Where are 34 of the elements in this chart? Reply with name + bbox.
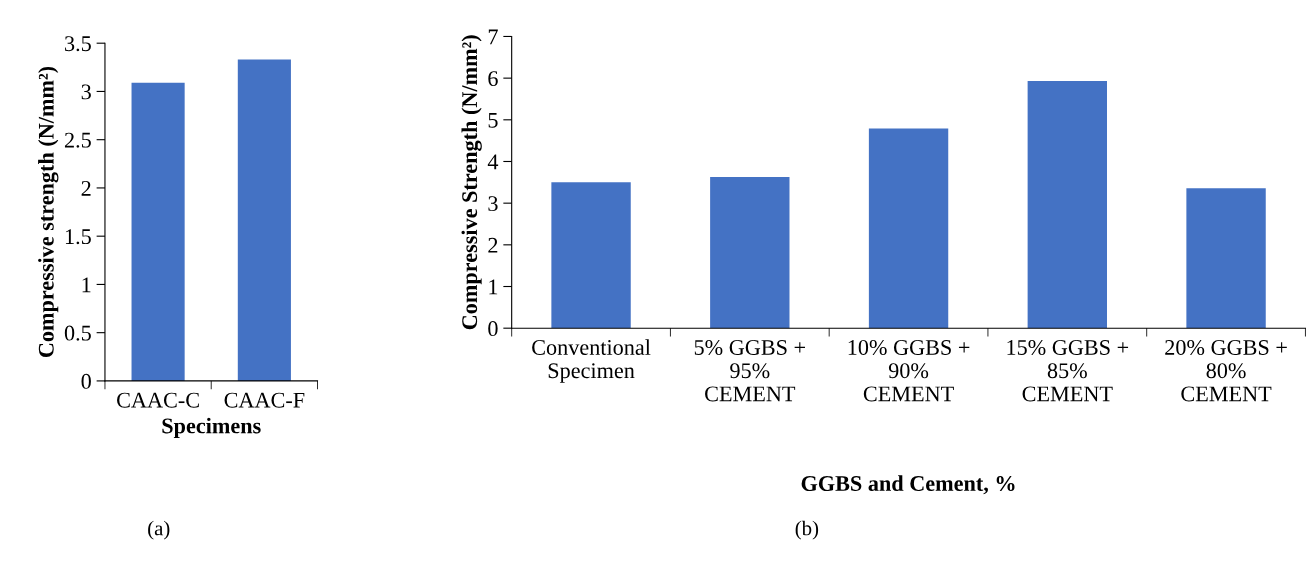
y-tick-label: 4 — [487, 154, 499, 170]
y-tick-label: 3 — [81, 84, 91, 100]
text: (a) — [148, 520, 170, 540]
y-tick-label: 2 — [488, 237, 498, 253]
bar — [1186, 188, 1266, 329]
y-tick-label: 1.5 — [65, 229, 91, 245]
x-tick-label: Conventional Specimen — [532, 339, 651, 383]
y-tick-label: 3 — [488, 196, 498, 212]
y-tick-label: 2 — [81, 180, 91, 196]
x-tick-label: CAAC-C — [117, 392, 199, 408]
bar — [868, 128, 949, 329]
y-tick-label: 1 — [489, 279, 498, 295]
y-tick-label: 2.5 — [64, 132, 91, 148]
y-axis-title: Compressive Strength (N/mm²) — [461, 35, 482, 330]
x-tick-label: 5% GGBS + 95% CEMENT — [694, 339, 805, 402]
y-tick-label: 3.5 — [65, 36, 91, 52]
y-tick-label: 0 — [81, 373, 91, 389]
bar — [551, 182, 631, 329]
x-tick-label: 15% GGBS + 85% CEMENT — [1007, 339, 1129, 402]
x-tick-label: CAAC-F — [224, 392, 305, 408]
x-axis-title: Specimens — [162, 417, 261, 438]
bar — [1027, 81, 1107, 329]
x-tick-label: 20% GGBS + 80% CEMENT — [1165, 339, 1287, 402]
y-tick-label: 0 — [488, 321, 498, 337]
y-tick-label: 7 — [488, 29, 498, 45]
y-tick-label: 6 — [488, 71, 498, 87]
y-tick-label: 5 — [488, 112, 498, 128]
bar — [710, 176, 790, 329]
y-axis-title: Compressive strength (N/mm²) — [38, 66, 59, 358]
y-tick-label: 1 — [82, 277, 91, 293]
text: (b) — [795, 520, 819, 540]
y-tick-label: 0.5 — [64, 325, 91, 341]
x-axis-title: GGBS and Cement, % — [801, 475, 1015, 495]
x-tick-label: 10% GGBS + 90% CEMENT — [848, 339, 970, 402]
